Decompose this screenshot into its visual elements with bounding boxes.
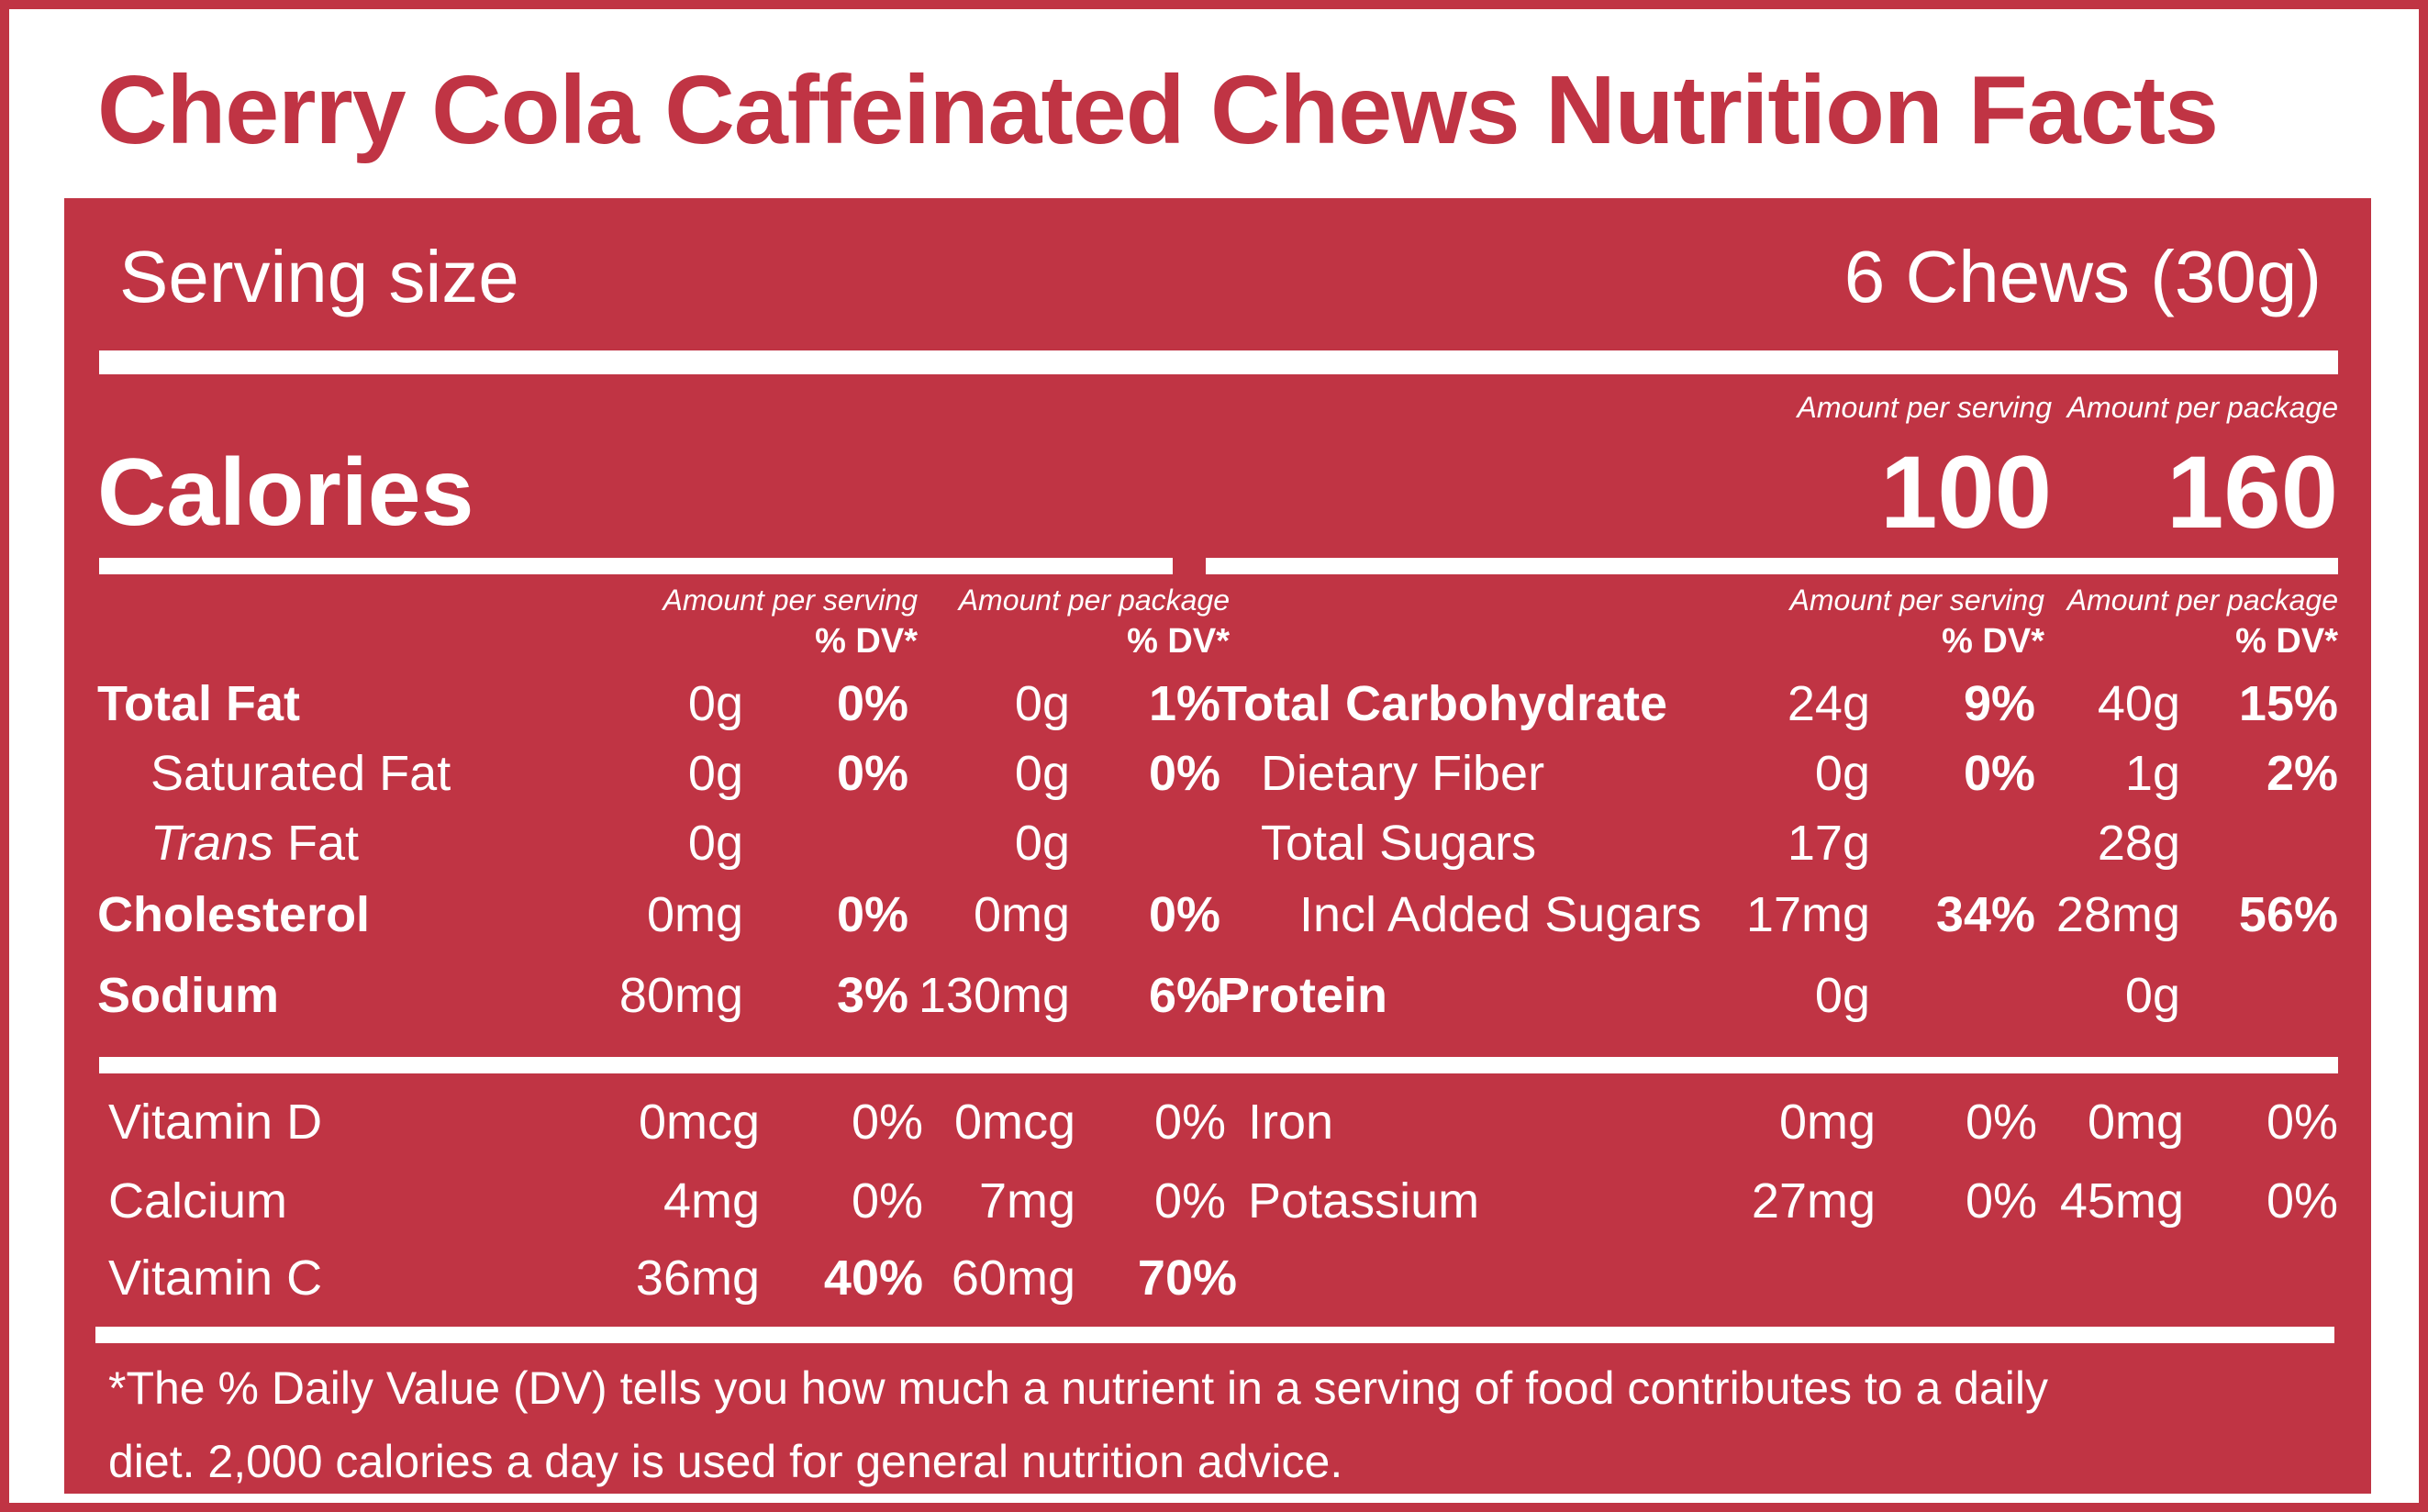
nutrient-serving-dv: 0% <box>836 746 908 801</box>
nutrient-package-amount: 28mg <box>2055 887 2180 942</box>
nutrient-package-amount: 0g <box>1014 676 1070 731</box>
calories-per-serving-header: Amount per serving <box>1797 391 2052 424</box>
left-per-serving-header: Amount per serving <box>663 584 918 617</box>
nutrient-name: Cholesterol <box>97 887 371 942</box>
right-serving-dv-header: % DV* <box>1942 622 2044 661</box>
mineral-package-amount: 0mg <box>2087 1095 2184 1150</box>
nutrient-package-dv: 2% <box>2266 746 2338 801</box>
nutrient-serving-dv: 9% <box>1963 676 2035 731</box>
vitamin-package-dv: 0% <box>1153 1173 1226 1228</box>
calories-per-package-header: Amount per package <box>2066 391 2338 424</box>
nutrient-name: Dietary Fiber <box>1261 746 1545 801</box>
nutrient-serving-dv: 34% <box>1935 887 2035 942</box>
vitamin-serving-amount: 36mg <box>635 1251 760 1306</box>
nutrient-serving-amount: 0g <box>687 816 743 871</box>
vitamin-serving-dv: 0% <box>851 1095 923 1150</box>
mineral-name: Potassium <box>1248 1173 1480 1228</box>
nutrient-name: Saturated Fat <box>150 746 451 801</box>
medium-divider-footnote <box>95 1327 2334 1343</box>
vitamin-serving-amount: 0mcg <box>638 1095 760 1150</box>
right-per-package-header: Amount per package <box>2066 584 2338 617</box>
nutrient-name: Trans Fat <box>150 815 359 872</box>
serving-size-value: 6 Chews (30g) <box>1843 236 2322 317</box>
right-package-dv-header: % DV* <box>2235 622 2338 661</box>
nutrient-package-amount: 40g <box>2097 676 2180 731</box>
nutrient-serving-amount: 17mg <box>1745 887 1870 942</box>
mineral-package-dv: 0% <box>2266 1095 2338 1150</box>
nutrient-package-dv: 56% <box>2238 887 2338 942</box>
mineral-package-amount: 45mg <box>2059 1173 2184 1228</box>
vitamin-serving-amount: 4mg <box>663 1173 760 1228</box>
footnote-line-1: *The % Daily Value (DV) tells you how mu… <box>108 1362 2049 1414</box>
nutrient-package-amount: 0g <box>2124 968 2180 1023</box>
nutrient-name: Sodium <box>97 968 279 1023</box>
nutrient-serving-amount: 0g <box>1814 968 1870 1023</box>
nutrient-serving-amount: 0g <box>1814 746 1870 801</box>
nutrient-name: Incl Added Sugars <box>1299 887 1702 942</box>
nutrient-serving-amount: 80mg <box>618 968 743 1023</box>
left-serving-dv-header: % DV* <box>815 622 918 661</box>
nutrient-package-dv: 6% <box>1148 968 1220 1023</box>
nutrient-serving-amount: 24g <box>1787 676 1870 731</box>
vitamin-name: Calcium <box>108 1173 288 1228</box>
nutrient-package-dv: 0% <box>1148 887 1220 942</box>
nutrient-package-dv: 15% <box>2238 676 2338 731</box>
mineral-name: Iron <box>1248 1095 1334 1150</box>
left-per-package-header: Amount per package <box>958 584 1230 617</box>
vitamin-package-amount: 0mcg <box>953 1095 1075 1150</box>
vitamin-package-dv: 70% <box>1137 1251 1237 1306</box>
mineral-serving-amount: 27mg <box>1751 1173 1876 1228</box>
trans-rest: Fat <box>273 816 360 871</box>
vitamin-package-amount: 7mg <box>978 1173 1075 1228</box>
mineral-serving-dv: 0% <box>1965 1173 2037 1228</box>
nutrient-package-dv: 1% <box>1148 676 1220 731</box>
nutrient-package-amount: 0g <box>1014 746 1070 801</box>
calories-label: Calories <box>97 439 474 546</box>
thick-divider <box>99 350 2338 374</box>
nutrition-label: Cherry Cola Caffeinated Chews Nutrition … <box>9 9 2419 1503</box>
nutrient-package-amount: 0g <box>1014 816 1070 871</box>
nutrient-serving-dv: 0% <box>836 676 908 731</box>
nutrient-serving-dv: 3% <box>836 968 908 1023</box>
title-bar: Cherry Cola Caffeinated Chews Nutrition … <box>9 9 2419 198</box>
nutrient-package-amount: 1g <box>2124 746 2180 801</box>
nutrient-package-amount: 28g <box>2097 816 2180 871</box>
serving-size-label: Serving size <box>119 236 519 317</box>
vitamin-serving-dv: 40% <box>823 1251 923 1306</box>
medium-divider-vitamins <box>99 1057 2338 1073</box>
nutrient-name: Total Fat <box>97 676 300 731</box>
right-per-serving-header: Amount per serving <box>1789 584 2044 617</box>
nutrient-serving-dv: 0% <box>836 887 908 942</box>
vitamin-serving-dv: 0% <box>851 1173 923 1228</box>
vitamin-package-dv: 0% <box>1153 1095 1226 1150</box>
vitamin-name: Vitamin C <box>108 1251 323 1306</box>
nutrient-serving-dv: 0% <box>1963 746 2035 801</box>
label-title: Cherry Cola Caffeinated Chews Nutrition … <box>97 56 2219 164</box>
footnote-line-2: diet. 2,000 calories a day is used for g… <box>108 1436 1343 1487</box>
facts-panel: Serving size 6 Chews (30g) Amount per se… <box>64 198 2371 1494</box>
nutrient-name: Total Sugars <box>1261 816 1537 871</box>
mineral-package-dv: 0% <box>2266 1173 2338 1228</box>
nutrient-serving-amount: 17g <box>1787 816 1870 871</box>
nutrient-package-amount: 130mg <box>918 968 1070 1023</box>
nutrient-package-amount: 0mg <box>973 887 1070 942</box>
nutrient-serving-amount: 0g <box>687 676 743 731</box>
medium-divider-right <box>1206 558 2338 574</box>
calories-per-serving: 100 <box>1880 435 2052 550</box>
mineral-serving-dv: 0% <box>1965 1095 2037 1150</box>
nutrient-serving-amount: 0mg <box>646 887 743 942</box>
mineral-serving-amount: 0mg <box>1778 1095 1876 1150</box>
calories-per-package: 160 <box>2166 435 2338 550</box>
vitamin-name: Vitamin D <box>108 1095 323 1150</box>
nutrient-package-dv: 0% <box>1148 746 1220 801</box>
nutrient-name: Total Carbohydrate <box>1217 676 1668 731</box>
nutrient-name: Protein <box>1217 968 1388 1023</box>
medium-divider-left <box>99 558 1173 574</box>
vitamin-package-amount: 60mg <box>951 1251 1075 1306</box>
left-package-dv-header: % DV* <box>1127 622 1230 661</box>
nutrient-serving-amount: 0g <box>687 746 743 801</box>
trans-italic: Trans <box>150 816 274 871</box>
